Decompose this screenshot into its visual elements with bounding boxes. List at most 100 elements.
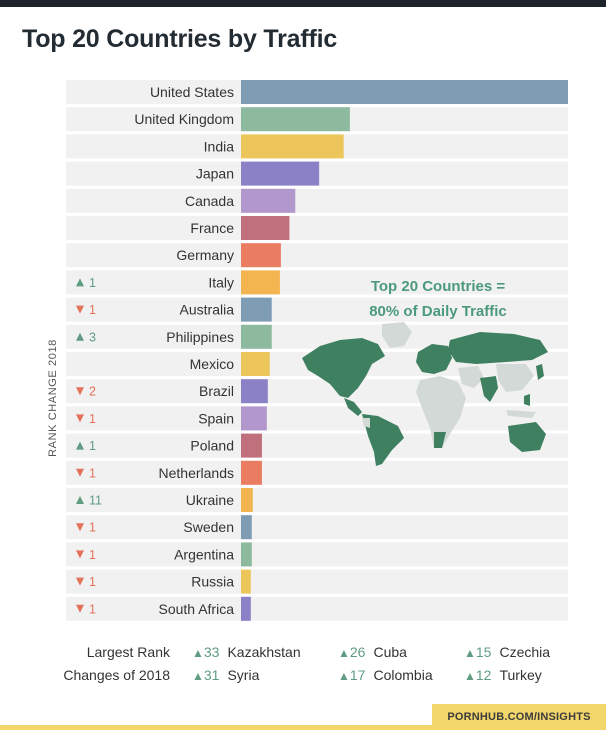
- bar: [241, 80, 568, 104]
- bar: [241, 379, 268, 404]
- up-arrow-icon: ▲: [338, 646, 350, 660]
- rank-change-value: 1: [89, 575, 96, 589]
- up-arrow-icon: ▲: [192, 669, 204, 683]
- rank-change-value: 1: [89, 412, 96, 426]
- bar: [241, 161, 320, 186]
- footer-change-item: ▲33 Kazakhstan: [192, 644, 301, 660]
- top-border: [0, 0, 606, 7]
- down-arrow-icon: [76, 523, 84, 532]
- bar: [241, 270, 280, 295]
- footer-label-line-1: Largest Rank: [86, 644, 170, 660]
- category-label: United Kingdom: [134, 111, 234, 127]
- category-label: Spain: [198, 410, 234, 426]
- bottom-band: [0, 725, 606, 730]
- callout-line-1: Top 20 Countries =: [370, 278, 506, 295]
- category-label: Ukraine: [186, 492, 234, 508]
- rank-change-value: 1: [89, 276, 96, 290]
- bar: [241, 542, 252, 567]
- footer-change-item: ▲17 Colombia: [338, 667, 433, 683]
- category-label: Brazil: [199, 383, 234, 399]
- up-arrow-icon: ▲: [338, 669, 350, 683]
- rank-change-value: 1: [89, 602, 96, 616]
- category-label: Canada: [185, 193, 234, 209]
- category-label: Sweden: [183, 519, 234, 535]
- rank-change-value: 1: [89, 439, 96, 453]
- bar: [241, 515, 252, 540]
- up-arrow-icon: ▲: [192, 646, 204, 660]
- up-arrow-icon: [76, 441, 84, 450]
- category-label: Poland: [190, 438, 234, 454]
- footer-change-item: ▲12 Turkey: [464, 667, 542, 683]
- rank-change-value: 2: [89, 385, 96, 399]
- row-background: [66, 542, 568, 567]
- bar: [241, 107, 350, 132]
- down-arrow-icon: [76, 604, 84, 613]
- down-arrow-icon: [76, 414, 84, 423]
- category-label: Netherlands: [159, 465, 235, 481]
- row-background: [66, 406, 568, 431]
- category-label: United States: [150, 84, 234, 100]
- rank-change-value: 3: [89, 330, 96, 344]
- bar: [241, 134, 344, 159]
- world-map-icon: [302, 322, 548, 466]
- up-arrow-icon: ▲: [464, 646, 476, 660]
- bar: [241, 352, 270, 376]
- row-background: [66, 488, 568, 512]
- row-background: [66, 515, 568, 540]
- up-arrow-icon: ▲: [464, 669, 476, 683]
- category-label: Italy: [208, 274, 234, 290]
- up-arrow-icon: [76, 496, 84, 504]
- category-label: Australia: [180, 302, 235, 318]
- callout-line-2: 80% of Daily Traffic: [369, 303, 507, 320]
- category-label: Philippines: [166, 329, 234, 345]
- footer-label-line-2: Changes of 2018: [63, 667, 170, 683]
- category-label: Germany: [176, 247, 234, 263]
- bar: [241, 596, 251, 621]
- bar: [241, 188, 296, 213]
- footer-change-item: ▲15 Czechia: [464, 644, 551, 660]
- bar-chart: United States United Kingdom India Japan Can…: [66, 80, 568, 621]
- category-label: India: [204, 138, 235, 154]
- category-label: Mexico: [190, 356, 235, 372]
- chart-title: Top 20 Countries by Traffic: [22, 25, 338, 53]
- category-label: Argentina: [174, 546, 234, 562]
- source-link[interactable]: PORNHUB.COM/INSIGHTS: [432, 704, 606, 730]
- row-background: [66, 243, 568, 268]
- bar: [241, 488, 253, 512]
- category-label: Japan: [196, 166, 234, 182]
- rank-change-value: 1: [89, 303, 96, 317]
- row-background: [66, 297, 568, 322]
- bar: [241, 243, 281, 268]
- row-background: [66, 569, 568, 594]
- bar: [241, 297, 272, 322]
- rank-change-value: 1: [89, 548, 96, 562]
- row-background: [66, 188, 568, 213]
- bar: [241, 569, 251, 594]
- down-arrow-icon: [76, 468, 84, 477]
- up-arrow-icon: [76, 278, 84, 287]
- category-label: France: [190, 220, 234, 236]
- row-background: [66, 270, 568, 295]
- down-arrow-icon: [76, 577, 84, 586]
- category-label: Russia: [191, 574, 234, 590]
- row-background: [66, 596, 568, 621]
- down-arrow-icon: [76, 387, 84, 396]
- rank-change-value: 1: [89, 521, 96, 535]
- up-arrow-icon: [76, 332, 84, 341]
- bar: [241, 216, 290, 240]
- bar: [241, 460, 262, 485]
- rank-change-value: 1: [89, 466, 96, 480]
- footer-change-item: ▲26 Cuba: [338, 644, 407, 660]
- category-label: South Africa: [159, 601, 235, 617]
- down-arrow-icon: [76, 550, 84, 559]
- bar: [241, 324, 272, 349]
- bar: [241, 433, 262, 458]
- footer-change-item: ▲31 Syria: [192, 667, 260, 683]
- row-background: [66, 433, 568, 458]
- row-background: [66, 216, 568, 240]
- traffic-callout: Top 20 Countries = 80% of Daily Traffic: [338, 274, 538, 324]
- down-arrow-icon: [76, 305, 84, 314]
- rank-change-value: 11: [89, 494, 102, 508]
- row-background: [66, 460, 568, 485]
- bar: [241, 406, 267, 431]
